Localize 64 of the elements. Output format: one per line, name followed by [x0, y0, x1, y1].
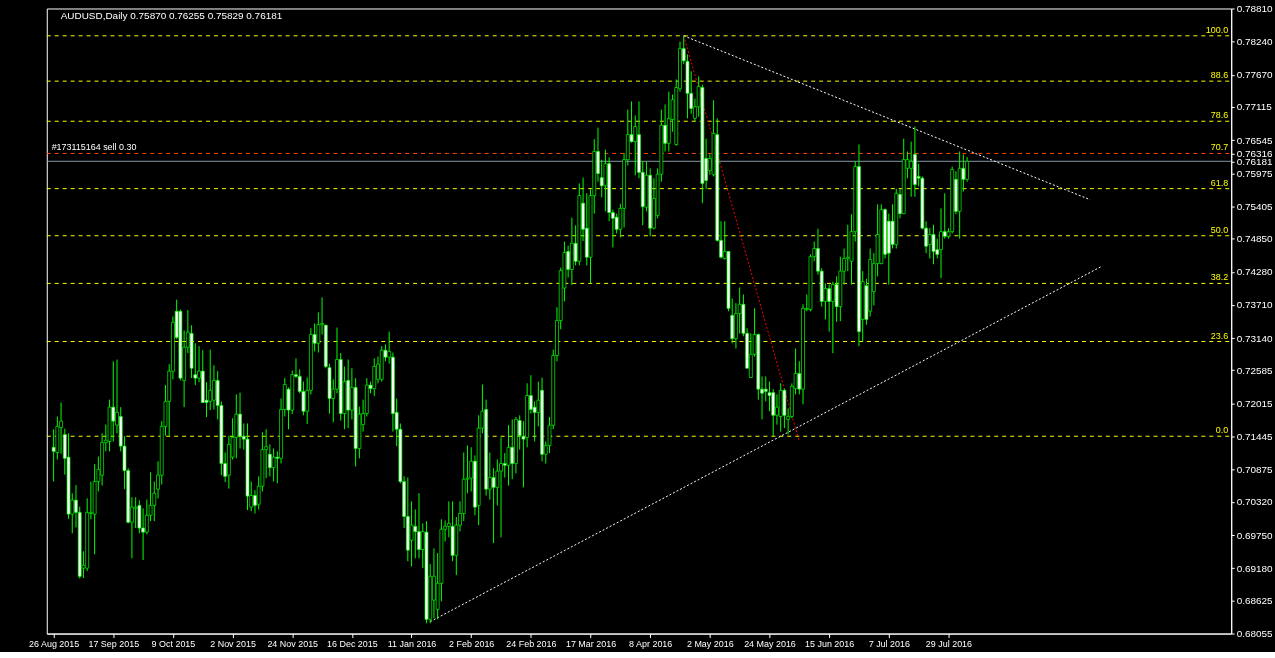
- candlestick: [827, 284, 831, 333]
- annotation: 88.6: [1210, 70, 1229, 81]
- y-tick-label: 0.72585: [1236, 364, 1274, 376]
- x-tick-label: 8 Apr 2016: [629, 638, 673, 649]
- y-tick-label: 0.74280: [1236, 266, 1274, 278]
- candlestick: [417, 492, 421, 559]
- candlestick: [603, 149, 608, 212]
- x-tick-label: 17 Sep 2015: [88, 638, 140, 649]
- candlestick: [234, 393, 239, 459]
- candlestick: [775, 393, 779, 426]
- x-tick-label: 26 Aug 2015: [29, 638, 80, 649]
- x-tick-label: 2 Nov 2015: [210, 638, 256, 649]
- x-tick-label: 2 Feb 2016: [449, 638, 495, 649]
- candlestick: [909, 141, 914, 198]
- candlestick: [931, 224, 936, 265]
- candlestick: [499, 436, 503, 538]
- annotation: 38.2: [1210, 272, 1229, 283]
- x-tick-label: 11 Jan 2016: [387, 638, 437, 649]
- annotation: 0.0: [1215, 425, 1229, 436]
- x-tick-label: 15 Jun 2016: [805, 638, 855, 649]
- candlestick: [111, 360, 116, 442]
- y-tick-label: 0.74850: [1236, 233, 1274, 245]
- y-tick-label: 0.77670: [1236, 69, 1274, 81]
- x-tick-label: 7 Jul 2016: [868, 638, 910, 649]
- x-tick-label: 24 Feb 2016: [506, 638, 557, 649]
- y-tick-label: 0.70320: [1236, 496, 1274, 508]
- y-tick-label: 0.70875: [1236, 464, 1274, 476]
- x-tick-label: 24 Nov 2015: [267, 638, 319, 649]
- x-tick-label: 2 May 2016: [686, 638, 734, 649]
- y-tick-label: 0.75975: [1236, 167, 1274, 179]
- annotation: 50.0: [1210, 224, 1229, 235]
- x-tick-label: 29 Jul 2016: [925, 638, 973, 649]
- candlestick: [432, 547, 436, 619]
- candlestick: [271, 447, 276, 483]
- annotation: 70.7: [1210, 142, 1229, 153]
- x-tick-label: 24 May 2016: [744, 638, 796, 649]
- x-tick-label: 17 Mar 2016: [565, 638, 617, 649]
- y-tick-label: 0.78240: [1236, 36, 1274, 48]
- chart-title: AUDUSD,Daily 0.75870 0.76255 0.75829 0.76181: [60, 10, 283, 22]
- y-tick-label: 0.68625: [1236, 594, 1274, 606]
- x-tick-label: 9 Oct 2015: [151, 638, 196, 649]
- annotation: 100.0: [1205, 24, 1229, 35]
- y-tick-label: 0.75405: [1236, 200, 1274, 212]
- candlestick: [59, 402, 63, 455]
- candlestick: [51, 428, 56, 483]
- y-tick-label: 0.77115: [1236, 101, 1273, 113]
- annotation: 23.6: [1210, 330, 1229, 341]
- candlestick: [238, 392, 242, 449]
- y-tick-label: 0.71445: [1236, 431, 1274, 443]
- candlestick: [409, 500, 414, 567]
- annotation: 61.8: [1210, 177, 1229, 188]
- y-tick-label: 0.78810: [1236, 2, 1274, 14]
- x-tick-label: 16 Dec 2015: [327, 638, 378, 649]
- y-tick-label: 0.69180: [1236, 562, 1274, 574]
- candlestick: [491, 467, 496, 544]
- y-tick-label: 0.76545: [1236, 134, 1274, 146]
- candlestick: [133, 496, 138, 529]
- y-tick-label: 0.69750: [1236, 529, 1274, 541]
- y-tick-label: 0.68055: [1236, 628, 1274, 640]
- y-tick-label: 0.73140: [1236, 332, 1274, 344]
- annotation: #173115164 sell 0.30: [51, 142, 137, 153]
- y-tick-label: 0.72015: [1236, 397, 1274, 409]
- annotation: 78.6: [1210, 110, 1229, 121]
- y-tick-label: 0.73710: [1236, 299, 1274, 311]
